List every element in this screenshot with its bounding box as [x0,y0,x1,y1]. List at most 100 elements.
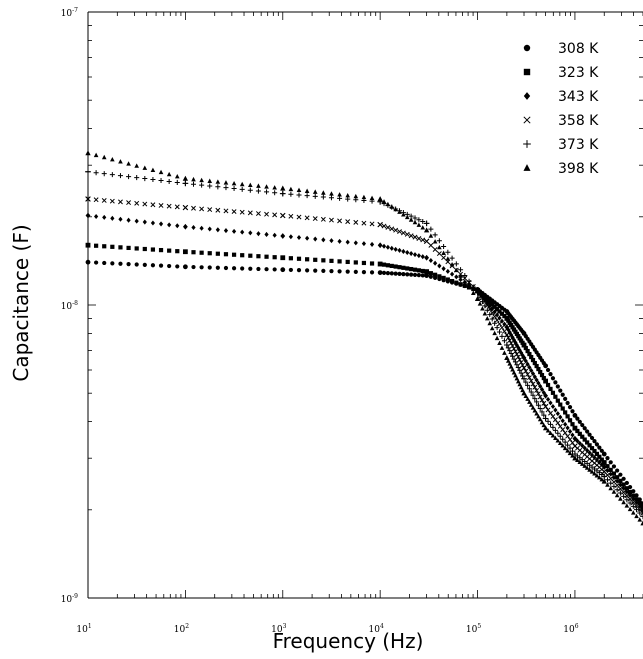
data-marker [526,386,532,392]
data-marker [510,367,515,372]
data-marker [445,277,450,282]
data-marker [550,403,556,409]
data-marker [565,433,571,439]
x-tick-exponent: 5 [477,623,481,630]
data-point [542,425,549,431]
data-marker [215,251,220,256]
data-marker [126,174,132,180]
data-marker [462,275,468,281]
data-marker [412,234,418,240]
data-marker [329,238,334,244]
data-marker [530,392,536,398]
legend-marker [523,116,531,124]
data-marker [541,390,546,396]
data-marker [223,265,229,271]
data-marker [611,471,617,476]
data-marker [199,206,205,212]
data-marker [437,244,442,250]
data-marker [158,169,164,175]
data-marker [393,246,398,252]
data-point [280,233,286,239]
data-marker [441,275,446,281]
data-marker [436,238,442,244]
data-marker [305,268,310,273]
data-marker [385,263,391,268]
x-tick-base: 10 [369,625,381,635]
data-marker [570,409,575,414]
data-marker [337,269,342,274]
data-marker [508,340,514,346]
y-tick-base: 10 [61,302,73,312]
data-marker [462,272,468,279]
data-marker [567,428,573,434]
data-marker [126,245,131,251]
data-marker [532,374,537,380]
data-marker [611,475,617,481]
data-marker [509,322,514,328]
data-marker [329,269,334,274]
data-marker [240,229,245,235]
data-marker [256,254,261,259]
data-marker [534,388,540,393]
data-point [474,289,481,296]
data-marker [539,372,545,378]
data-marker [545,396,551,402]
data-marker [552,417,558,423]
data-marker [570,432,575,438]
data-marker [511,370,517,375]
data-marker [199,265,204,270]
data-marker [256,183,261,188]
data-marker [539,419,545,425]
data-point [504,316,510,321]
data-marker [592,471,597,476]
data-marker [529,354,534,360]
data-marker [525,361,530,367]
data-marker [101,197,107,203]
data-marker [484,307,490,313]
data-marker [548,386,553,392]
data-point [280,255,286,261]
data-marker [505,335,511,341]
data-marker [397,265,402,270]
data-marker [502,321,507,327]
data-marker [527,399,532,404]
x-tick-label: 103 [271,623,286,635]
data-marker [441,243,447,250]
data-marker [436,251,442,257]
data-point [182,264,188,270]
data-marker [389,263,394,269]
data-marker [428,242,434,248]
data-marker [541,375,546,381]
data-marker [530,357,536,363]
data-marker [118,159,123,164]
data-marker [118,261,123,266]
data-marker [510,353,516,359]
data-marker [416,217,422,223]
data-marker [248,182,253,188]
data-marker [126,262,131,267]
data-marker [272,185,277,190]
data-marker [361,270,367,275]
data-point [423,220,430,227]
data-marker [580,422,585,428]
data-marker [523,393,529,399]
data-marker [305,235,310,241]
data-marker [494,317,500,323]
data-marker [577,459,583,464]
data-point [572,443,578,449]
y-tick-exponent: -8 [72,300,78,307]
data-point [424,269,430,275]
data-marker [599,448,604,453]
data-marker [637,517,643,522]
data-marker [553,435,558,441]
data-marker [321,237,326,243]
data-marker [272,255,277,260]
data-marker [385,244,391,250]
data-marker [296,187,302,193]
data-marker [594,442,600,447]
data-marker [536,413,541,419]
data-marker [617,490,623,496]
legend-item: 373 K [523,137,599,153]
data-marker [142,201,148,207]
data-marker [256,231,261,237]
